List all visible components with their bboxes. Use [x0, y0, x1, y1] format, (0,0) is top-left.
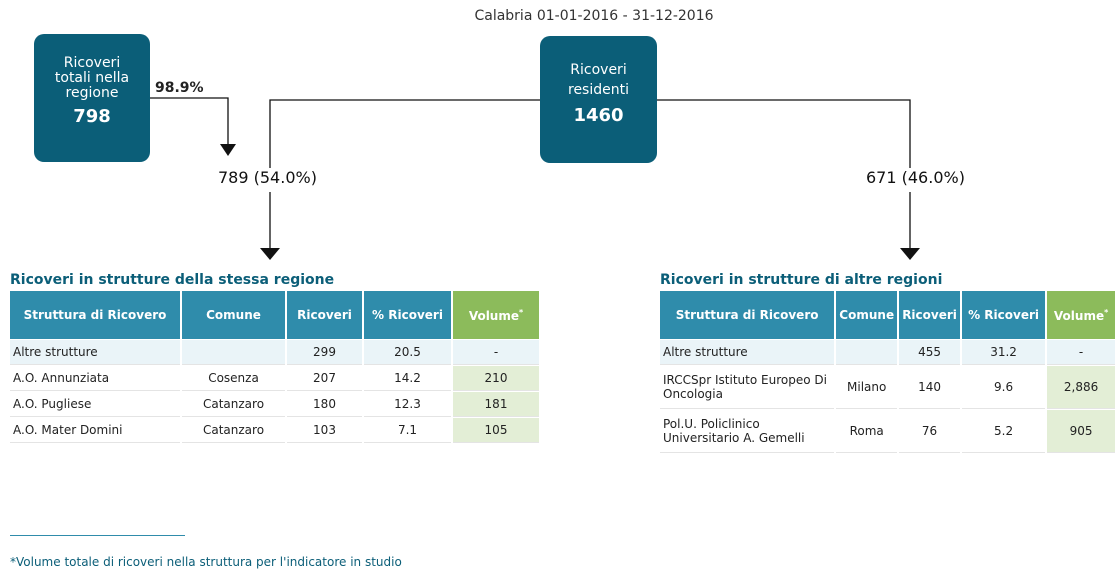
table-cell: 180: [287, 392, 362, 417]
column-label: Struttura di Ricovero: [675, 308, 819, 322]
table-cell: 207: [287, 366, 362, 391]
table-row: A.O. Annunziata Cosenza 207 14.2 210: [10, 366, 539, 391]
table-cell: Pol.U. Policlinico Universitario A. Geme…: [660, 410, 835, 453]
column-header: Volume*: [453, 291, 539, 339]
table-row: IRCCSpr Istituto Europeo Di Oncologia Mil…: [660, 366, 1115, 409]
table-cell: 905: [1047, 410, 1115, 453]
column-header: Comune: [836, 291, 898, 339]
table-cell: A.O. Annunziata: [10, 366, 180, 391]
table-cell: 31.2: [961, 340, 1046, 365]
table-row: Altre strutture 299 20.5-: [10, 340, 539, 365]
table-cell: 181: [453, 392, 539, 417]
column-label: Struttura di Ricovero: [23, 308, 167, 322]
table-cell: 210: [453, 366, 539, 391]
table-cell: 9.6: [961, 366, 1046, 409]
table-cell: IRCCSpr Istituto Europeo Di Oncologia: [660, 366, 835, 409]
column-header: % Ricoveri: [364, 291, 451, 339]
table-cell: Roma: [836, 410, 898, 453]
column-header: Struttura di Ricovero: [10, 291, 180, 339]
table-cell: 12.3: [364, 392, 451, 417]
column-header: Struttura di Ricovero: [660, 291, 835, 339]
column-label: Ricoveri: [902, 308, 957, 322]
column-note: *: [1104, 307, 1109, 317]
table-row: A.O. Pugliese Catanzaro 180 12.3 181: [10, 392, 539, 417]
table-row: Pol.U. Policlinico Universitario A. Geme…: [660, 410, 1115, 453]
table-cell: 105: [453, 418, 539, 443]
table-cell: Altre strutture: [660, 340, 835, 365]
table-cell: -: [453, 340, 539, 365]
table-cell: A.O. Mater Domini: [10, 418, 180, 443]
table-title: Ricoveri in strutture di altre regioni: [660, 272, 943, 288]
column-header: Comune: [182, 291, 285, 339]
table-cell: Altre strutture: [10, 340, 180, 365]
table-cell: 140: [899, 366, 960, 409]
column-label: Volume: [468, 308, 519, 323]
column-header: Ricoveri: [899, 291, 960, 339]
table-cell: [182, 340, 285, 365]
table-row: A.O. Mater Domini Catanzaro 103 7.1 105: [10, 418, 539, 443]
table-cell: Cosenza: [182, 366, 285, 391]
table-cell: Catanzaro: [182, 392, 285, 417]
footnote: *Volume totale di ricoveri nella struttu…: [10, 555, 402, 569]
total-label: Ricoveri totali nella regione: [54, 55, 130, 101]
column-label: Volume: [1053, 308, 1105, 323]
same-region-flow: 789 (54.0%): [218, 168, 317, 187]
column-label: % Ricoveri: [372, 308, 443, 322]
table-cell: 2,886: [1047, 366, 1115, 409]
table: Struttura di Ricovero Comune Ricoveri % Ric…: [8, 290, 541, 444]
table-row: Altre strutture 455 31.2-: [660, 340, 1115, 365]
table-cell: A.O. Pugliese: [10, 392, 180, 417]
total-value: 798: [73, 106, 111, 127]
table-cell: 7.1: [364, 418, 451, 443]
table-cell: 5.2: [961, 410, 1046, 453]
table-cell: Catanzaro: [182, 418, 285, 443]
header-row: Struttura di Ricovero Comune Ricoveri % Ric…: [10, 291, 539, 339]
column-header: Volume*: [1047, 291, 1115, 339]
table-cell: 103: [287, 418, 362, 443]
footnote-rule: [10, 535, 185, 536]
column-header: % Ricoveri: [961, 291, 1046, 339]
table-cell: -: [1047, 340, 1115, 365]
header-row: Struttura di Ricovero Comune Ricoveri % Ric…: [660, 291, 1115, 339]
total-box: Ricoveri totali nella regione 798: [34, 34, 150, 162]
column-label: Ricoveri: [297, 308, 352, 322]
table-cell: [836, 340, 898, 365]
table-title: Ricoveri in strutture della stessa regio…: [10, 272, 335, 288]
table-cell: 299: [287, 340, 362, 365]
residents-label: Ricoveri residenti: [568, 62, 629, 98]
column-label: % Ricoveri: [968, 308, 1039, 322]
residents-box: Ricoveri residenti 1460: [540, 36, 657, 163]
table: Struttura di Ricovero Comune Ricoveri % Ric…: [658, 290, 1117, 454]
table-cell: 455: [899, 340, 960, 365]
table-cell: 76: [899, 410, 960, 453]
column-label: Comune: [206, 308, 261, 322]
residents-value: 1460: [573, 105, 624, 126]
column-note: *: [519, 307, 524, 317]
title: Calabria 01-01-2016 - 31-12-2016: [474, 8, 714, 24]
connectors: [150, 97, 920, 260]
column-header: Ricoveri: [287, 291, 362, 339]
table-cell: 14.2: [364, 366, 451, 391]
column-label: Comune: [839, 308, 895, 322]
table-cell: 20.5: [364, 340, 451, 365]
share-label: 98.9%: [155, 80, 204, 96]
table-cell: Milano: [836, 366, 898, 409]
other-regions-flow: 671 (46.0%): [866, 168, 965, 187]
